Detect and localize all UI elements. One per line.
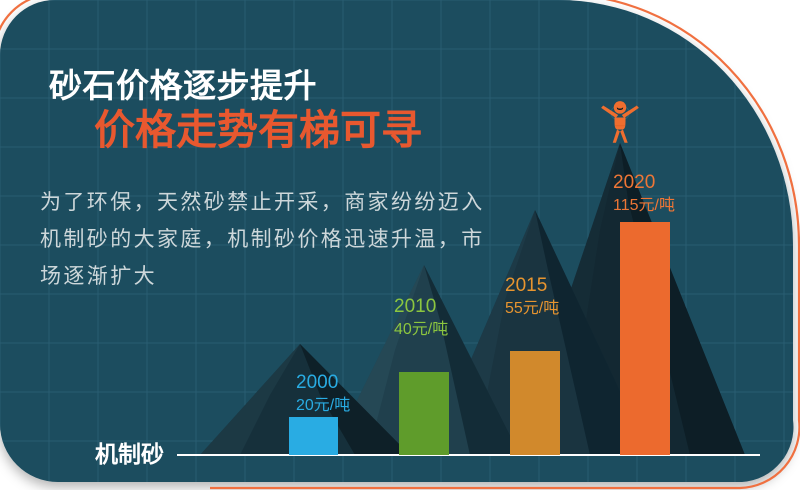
svg-text:场逐渐扩大: 场逐渐扩大	[40, 265, 157, 288]
svg-text:为了环保，天然砂禁止开采，商家纷纷迈入: 为了环保，天然砂禁止开采，商家纷纷迈入	[40, 191, 485, 214]
svg-text:55元/吨: 55元/吨	[505, 299, 559, 317]
svg-text:20元/吨: 20元/吨	[296, 396, 350, 414]
svg-text:2015: 2015	[505, 275, 547, 296]
svg-text:115元/吨: 115元/吨	[613, 196, 675, 214]
svg-text:机制砂: 机制砂	[95, 441, 164, 467]
svg-text:价格走势有梯可寻: 价格走势有梯可寻	[94, 107, 422, 153]
svg-text:40元/吨: 40元/吨	[394, 320, 448, 338]
svg-text:2020: 2020	[613, 172, 655, 193]
svg-text:2000: 2000	[296, 372, 338, 393]
svg-text:2010: 2010	[394, 296, 436, 317]
svg-text:砂石价格逐步提升: 砂石价格逐步提升	[49, 67, 317, 104]
svg-text:机制砂的大家庭，机制砂价格迅速升温，市: 机制砂的大家庭，机制砂价格迅速升温，市	[40, 228, 485, 251]
